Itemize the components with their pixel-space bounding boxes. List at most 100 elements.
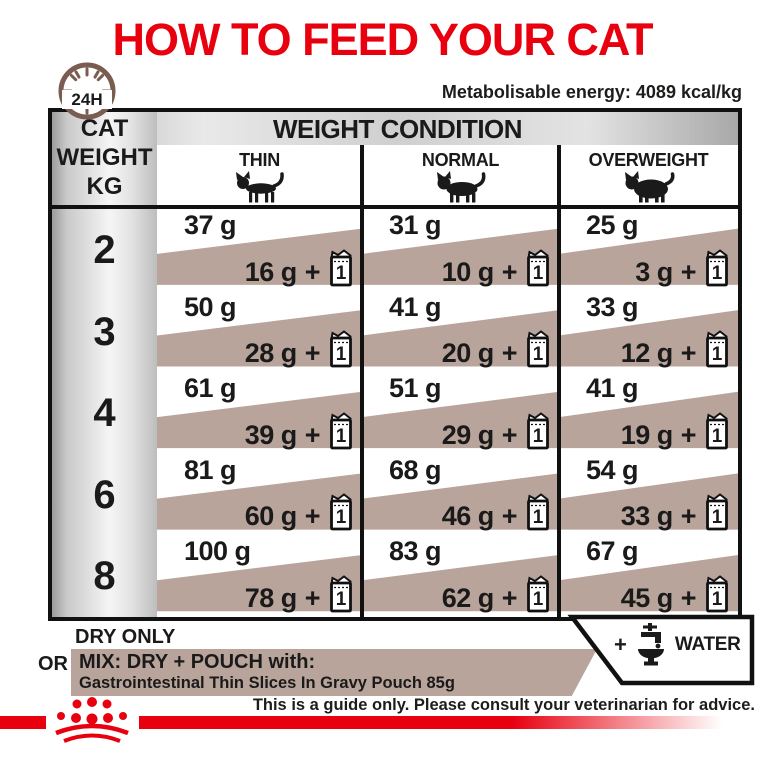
mix-amount: 10 g — [441, 256, 495, 287]
plus-sign: + — [304, 419, 321, 450]
mix-amount: 62 g — [441, 582, 495, 613]
mix-amount: 29 g — [441, 419, 495, 450]
corner-line-1: CAT — [80, 115, 129, 142]
pouch-icon: 1 — [330, 493, 352, 531]
dry-amount: 68 g — [389, 454, 442, 485]
pouch-count: 1 — [336, 426, 347, 447]
mix-amount: 60 g — [244, 501, 298, 532]
pouch-count: 1 — [533, 426, 544, 447]
pouch-icon: 1 — [527, 493, 549, 531]
condition-overweight: OVERWEIGHT — [559, 145, 738, 205]
plus-sign: + — [680, 582, 697, 613]
plus-sign: + — [501, 501, 518, 532]
dry-amount: 54 g — [586, 454, 639, 485]
pouch-icon: 1 — [527, 248, 549, 286]
pouch-icon: 1 — [330, 330, 352, 368]
dry-amount: 51 g — [389, 373, 442, 404]
feeding-cell: 81 g 60 g + 1 — [157, 454, 362, 536]
plus-sign: + — [680, 256, 697, 287]
weight-condition-title: WEIGHT CONDITION — [272, 114, 523, 144]
feeding-table: WEIGHT CONDITION CAT WEIGHT KG 2 3 4 6 8… — [48, 108, 742, 621]
pouch-count: 1 — [533, 344, 544, 365]
dry-only-label: DRY ONLY — [75, 626, 176, 648]
condition-subheader: THIN NORMAL — [157, 145, 738, 205]
pouch-icon: 1 — [527, 330, 549, 368]
cat-thin-icon — [235, 171, 284, 203]
plus-sign: + — [501, 338, 518, 369]
feeding-cell: 67 g 45 g + 1 — [559, 535, 738, 617]
plus-sign: + — [680, 419, 697, 450]
weight-condition-band — [52, 112, 738, 145]
weight-value: 2 — [93, 227, 116, 272]
water-label: WATER — [674, 634, 741, 655]
24h-clock-icon: 24H — [58, 62, 116, 120]
plus-sign: + — [501, 256, 518, 287]
mix-group: 16 g + 1 — [244, 248, 354, 287]
cat-weight-header: CAT WEIGHT KG — [52, 114, 157, 201]
pouch-count: 1 — [336, 263, 347, 284]
energy-note: Metabolisable energy: 4089 kcal/kg — [441, 82, 742, 102]
pouch-icon: 1 — [330, 575, 352, 613]
feeding-cell: 54 g 33 g + 1 — [559, 454, 738, 536]
pouch-count: 1 — [336, 344, 347, 365]
mix-group: 78 g + 1 — [245, 575, 354, 613]
mix-group: 20 g + 1 — [442, 330, 551, 368]
advice-text: This is a guide only. Please consult you… — [252, 696, 755, 714]
pouch-count: 1 — [336, 589, 347, 610]
cat-overweight-icon — [624, 171, 674, 203]
dry-amount: 81 g — [184, 454, 237, 485]
feeding-cell: 31 g 10 g + 1 — [362, 209, 559, 291]
feeding-cell: 41 g 19 g + 1 — [559, 372, 738, 454]
feeding-cell: 37 g 16 g + 1 — [157, 209, 362, 291]
mix-group: 3 g + 1 — [635, 248, 730, 287]
pouch-count: 1 — [712, 426, 723, 447]
feeding-cell: 51 g 29 g + 1 — [362, 372, 559, 454]
mix-amount: 16 g — [244, 256, 298, 287]
dry-amount: 100 g — [184, 536, 251, 567]
weight-value: 8 — [93, 553, 116, 598]
water-faucet-icon — [637, 623, 664, 666]
mix-amount: 28 g — [244, 338, 298, 369]
plus-sign: + — [501, 582, 518, 613]
water-plus-sign: + — [614, 632, 627, 657]
pouch-count: 1 — [712, 344, 723, 365]
table-row: 50 g 28 g + 1 41 g 20 g + 1 — [157, 291, 738, 373]
cat-normal-icon — [436, 171, 485, 203]
feeding-cell: 100 g 78 g + 1 — [157, 535, 362, 617]
brand-bar-right — [139, 716, 740, 729]
mix-group: 10 g + 1 — [441, 248, 551, 287]
or-label: OR — [38, 653, 68, 675]
dry-amount: 37 g — [184, 210, 237, 240]
table-row: 61 g 39 g + 1 51 g 29 g + 1 — [157, 372, 738, 454]
page-title: HOW TO FEED YOUR CAT — [112, 14, 653, 65]
condition-normal: NORMAL — [362, 145, 559, 205]
dry-amount: 41 g — [389, 291, 442, 322]
corner-line-2: WEIGHT — [56, 144, 153, 171]
mix-group: 33 g + 1 — [621, 493, 730, 531]
mix-group: 45 g + 1 — [621, 575, 730, 613]
plus-sign: + — [304, 338, 321, 369]
column-divider — [360, 145, 364, 617]
corner-line-3: KG — [86, 173, 123, 200]
condition-normal-label: NORMAL — [421, 150, 500, 170]
table-rows: 37 g 16 g + 1 31 g 10 g + 1 — [157, 209, 738, 617]
pouch-icon: 1 — [706, 412, 728, 450]
mix-group: 39 g + 1 — [245, 412, 354, 450]
pouch-count: 1 — [712, 263, 723, 284]
mix-amount: 39 g — [244, 419, 298, 450]
mix-amount: 12 g — [620, 338, 674, 369]
plus-sign: + — [680, 338, 697, 369]
dry-amount: 33 g — [586, 291, 639, 322]
plus-sign: + — [304, 501, 321, 532]
pouch-icon: 1 — [706, 330, 728, 368]
weight-value: 6 — [93, 472, 116, 517]
pouch-icon: 1 — [330, 248, 352, 286]
mix-band: MIX: DRY + POUCH with: Gastrointestinal … — [71, 649, 597, 696]
dry-amount: 83 g — [389, 536, 442, 567]
pouch-icon: 1 — [527, 575, 549, 613]
dry-amount: 25 g — [586, 210, 639, 240]
pouch-count: 1 — [712, 507, 723, 528]
mix-amount: 3 g — [635, 256, 673, 287]
plus-sign: + — [501, 419, 518, 450]
water-box: + WATER — [564, 613, 756, 687]
